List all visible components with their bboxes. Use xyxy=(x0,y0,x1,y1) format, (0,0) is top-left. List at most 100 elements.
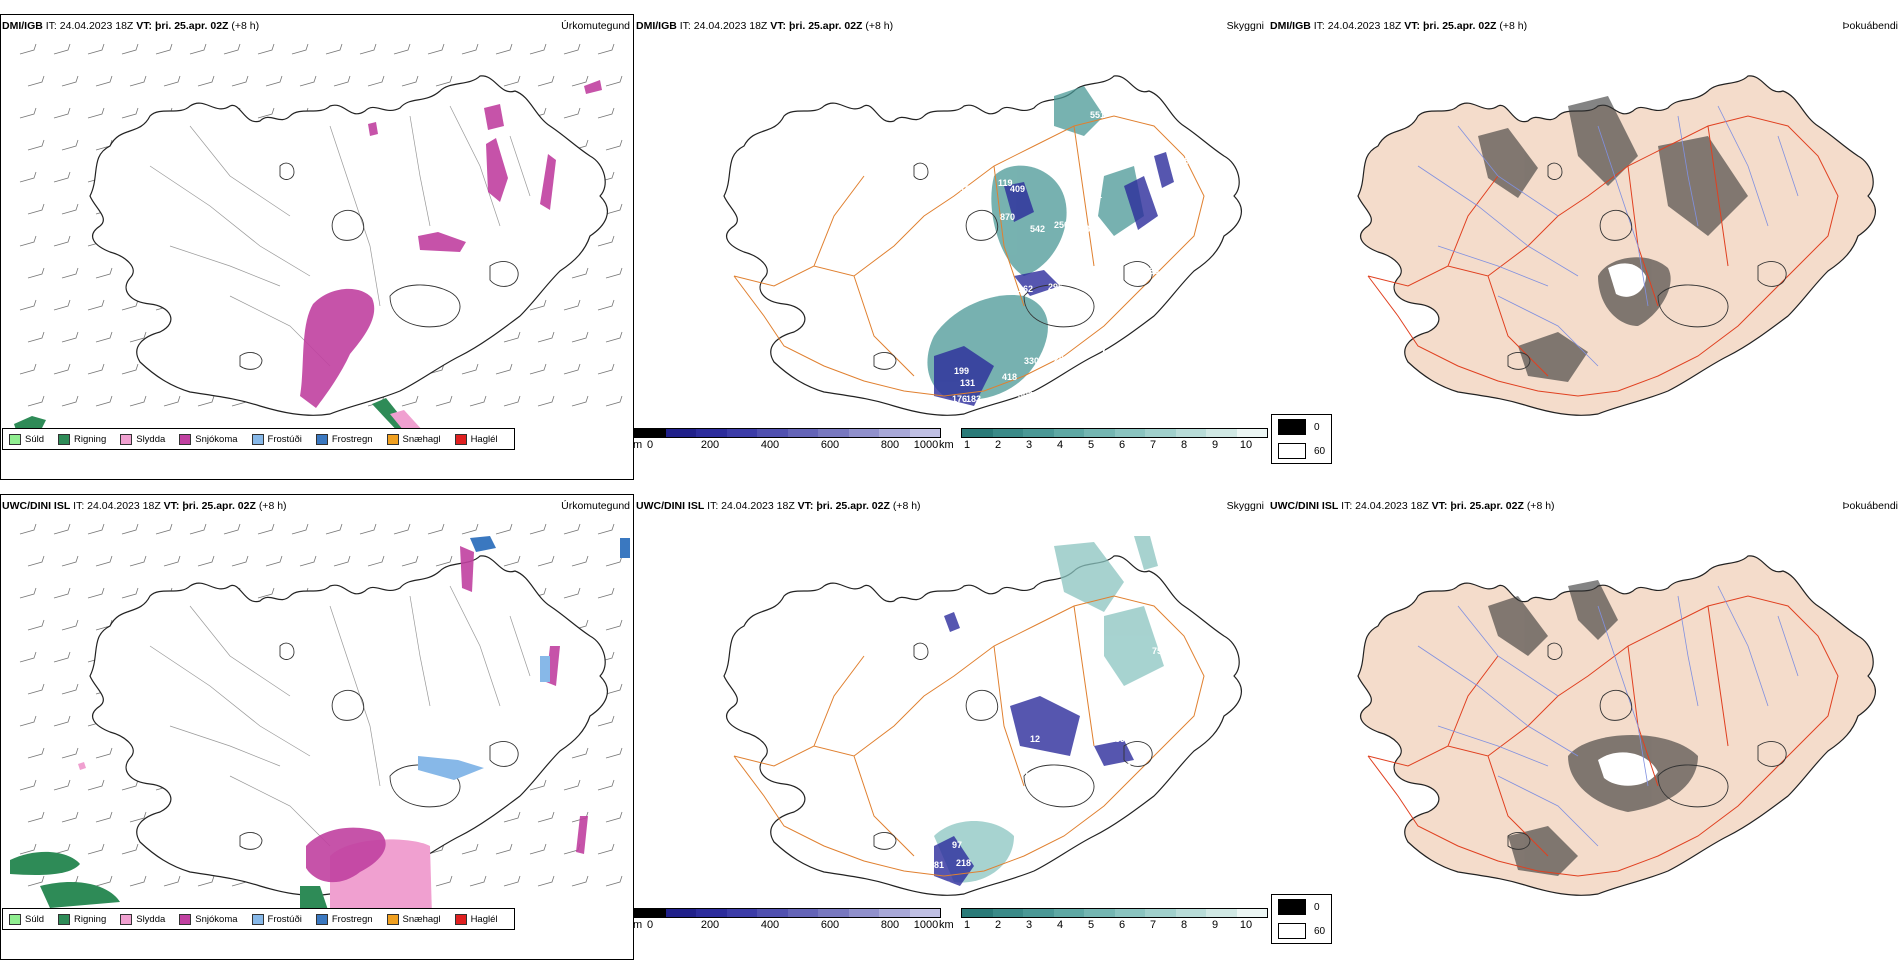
panel-header: DMI/IGB IT: 24.04.2023 18Z VT: þri. 25.a… xyxy=(1270,20,1900,36)
visibility-value-label: 418 xyxy=(1002,372,1017,382)
wind-barb xyxy=(495,843,513,855)
wind-barb xyxy=(571,331,589,343)
model-name: UWC/DINI ISL xyxy=(636,500,705,512)
visibility-value-label: 339 xyxy=(1080,224,1095,234)
roads xyxy=(733,115,1205,397)
visibility-value-label: 128 xyxy=(1174,156,1189,166)
tick-label: 200 xyxy=(700,439,720,451)
map-iceland-precip xyxy=(10,523,630,916)
wind-barb xyxy=(27,331,45,343)
wind-barb xyxy=(605,555,623,567)
visibility-value-label: 131 xyxy=(960,378,975,388)
visibility-value-label: 19 xyxy=(980,722,990,732)
legend-swatch xyxy=(58,913,71,925)
glacier-outlines xyxy=(873,162,1153,370)
fog-legend-item: 60 xyxy=(1272,439,1331,463)
wind-barb xyxy=(529,843,547,855)
wind-barb xyxy=(597,523,615,535)
visibility-value-label: 134 xyxy=(1090,344,1105,354)
model-name: DMI/IGB xyxy=(636,20,677,32)
glacier-outlines xyxy=(239,162,519,370)
colorbar-unit: km xyxy=(939,439,954,451)
parameter-name: Úrkomutegund xyxy=(561,20,630,32)
wind-barb xyxy=(537,75,555,87)
tick-label: 6 xyxy=(1118,439,1126,451)
wind-barb xyxy=(597,235,615,247)
legend-label: Rigning xyxy=(74,913,107,925)
valid-time: þri. 25.apr. 02Z xyxy=(816,500,890,512)
wind-barb xyxy=(129,875,147,887)
valid-time: þri. 25.apr. 02Z xyxy=(154,20,229,32)
valid-time-label: VT: xyxy=(770,20,787,32)
iceland-land xyxy=(1357,555,1876,896)
wind-barb xyxy=(87,523,105,535)
legend-item: Haglél xyxy=(454,433,498,445)
wind-barb xyxy=(197,395,215,407)
wind-barb xyxy=(597,299,615,311)
wind-barb xyxy=(121,779,139,791)
wind-barb xyxy=(571,395,589,407)
lead-time: (+8 h) xyxy=(1526,500,1555,512)
wind-barb xyxy=(155,523,173,535)
tick-label: 4 xyxy=(1056,439,1064,451)
wind-barb xyxy=(19,235,37,247)
valid-time-label: VT: xyxy=(136,20,153,32)
wind-barb xyxy=(359,43,377,55)
wind-barb xyxy=(597,779,615,791)
wind-barb xyxy=(19,843,37,855)
wind-barb xyxy=(571,267,589,279)
panel-header: UWC/DINI ISL IT: 24.04.2023 18Z VT: þri.… xyxy=(636,500,1266,516)
wind-barb xyxy=(427,523,445,535)
model-name: DMI/IGB xyxy=(2,20,43,32)
tick-label: 9 xyxy=(1211,919,1219,931)
colorbar-unit: m xyxy=(633,919,643,931)
wind-barb xyxy=(121,587,139,599)
wind-barb xyxy=(53,299,71,311)
wind-barb xyxy=(87,107,105,119)
legend-label: Snjókoma xyxy=(195,433,238,445)
colorbar xyxy=(634,428,941,438)
wind-barb xyxy=(435,75,453,87)
glacier-outlines xyxy=(1507,162,1787,370)
wind-barb xyxy=(435,555,453,567)
wind-barb xyxy=(163,875,181,887)
iceland-coastline xyxy=(89,75,608,416)
visibility-value-label: 330 xyxy=(1024,356,1039,366)
legend-item: Haglél xyxy=(454,913,498,925)
legend-item: Snæhagl xyxy=(386,913,441,925)
wind-barb xyxy=(605,139,623,151)
visibility-value-label: 176 xyxy=(952,394,967,404)
legend-swatch xyxy=(251,913,264,925)
wind-barb xyxy=(427,43,445,55)
wind-barb xyxy=(19,651,37,663)
tick-label: 3 xyxy=(1025,439,1033,451)
legend-swatch xyxy=(9,433,21,445)
wind-barb xyxy=(53,587,71,599)
init-time: IT: 24.04.2023 18Z xyxy=(1341,500,1429,512)
wind-barb xyxy=(597,843,615,855)
wind-barb xyxy=(257,523,275,535)
fog-legend-item: 0 xyxy=(1272,415,1331,439)
model-name: DMI/IGB xyxy=(1270,20,1311,32)
visibility-value-label: 218 xyxy=(956,858,971,868)
wind-barb xyxy=(231,75,249,87)
value-labels: 43 61 75 19 57 76 12 129 119 162 113 139 162 97 218 81 3… xyxy=(934,640,1200,890)
tick-label: 600 xyxy=(820,919,840,931)
wind-barb xyxy=(537,395,555,407)
visibility-value-label: 138 xyxy=(1144,266,1159,276)
valid-time: þri. 25.apr. 02Z xyxy=(1450,500,1524,512)
wind-barb xyxy=(367,75,385,87)
ceiling-areas xyxy=(934,152,1174,406)
visibility-value-label: 61 xyxy=(978,680,988,690)
legend-label: 0 xyxy=(1314,901,1320,913)
legend-item: Frostúði xyxy=(251,433,302,445)
visibility-value-label: 81 xyxy=(1092,190,1102,200)
legend-swatch xyxy=(120,433,133,445)
tick-label: 0 xyxy=(646,439,654,451)
wind-barb xyxy=(605,875,623,887)
wind-barb xyxy=(503,875,521,887)
wind-barb xyxy=(597,43,615,55)
tick-label: 2 xyxy=(994,439,1002,451)
